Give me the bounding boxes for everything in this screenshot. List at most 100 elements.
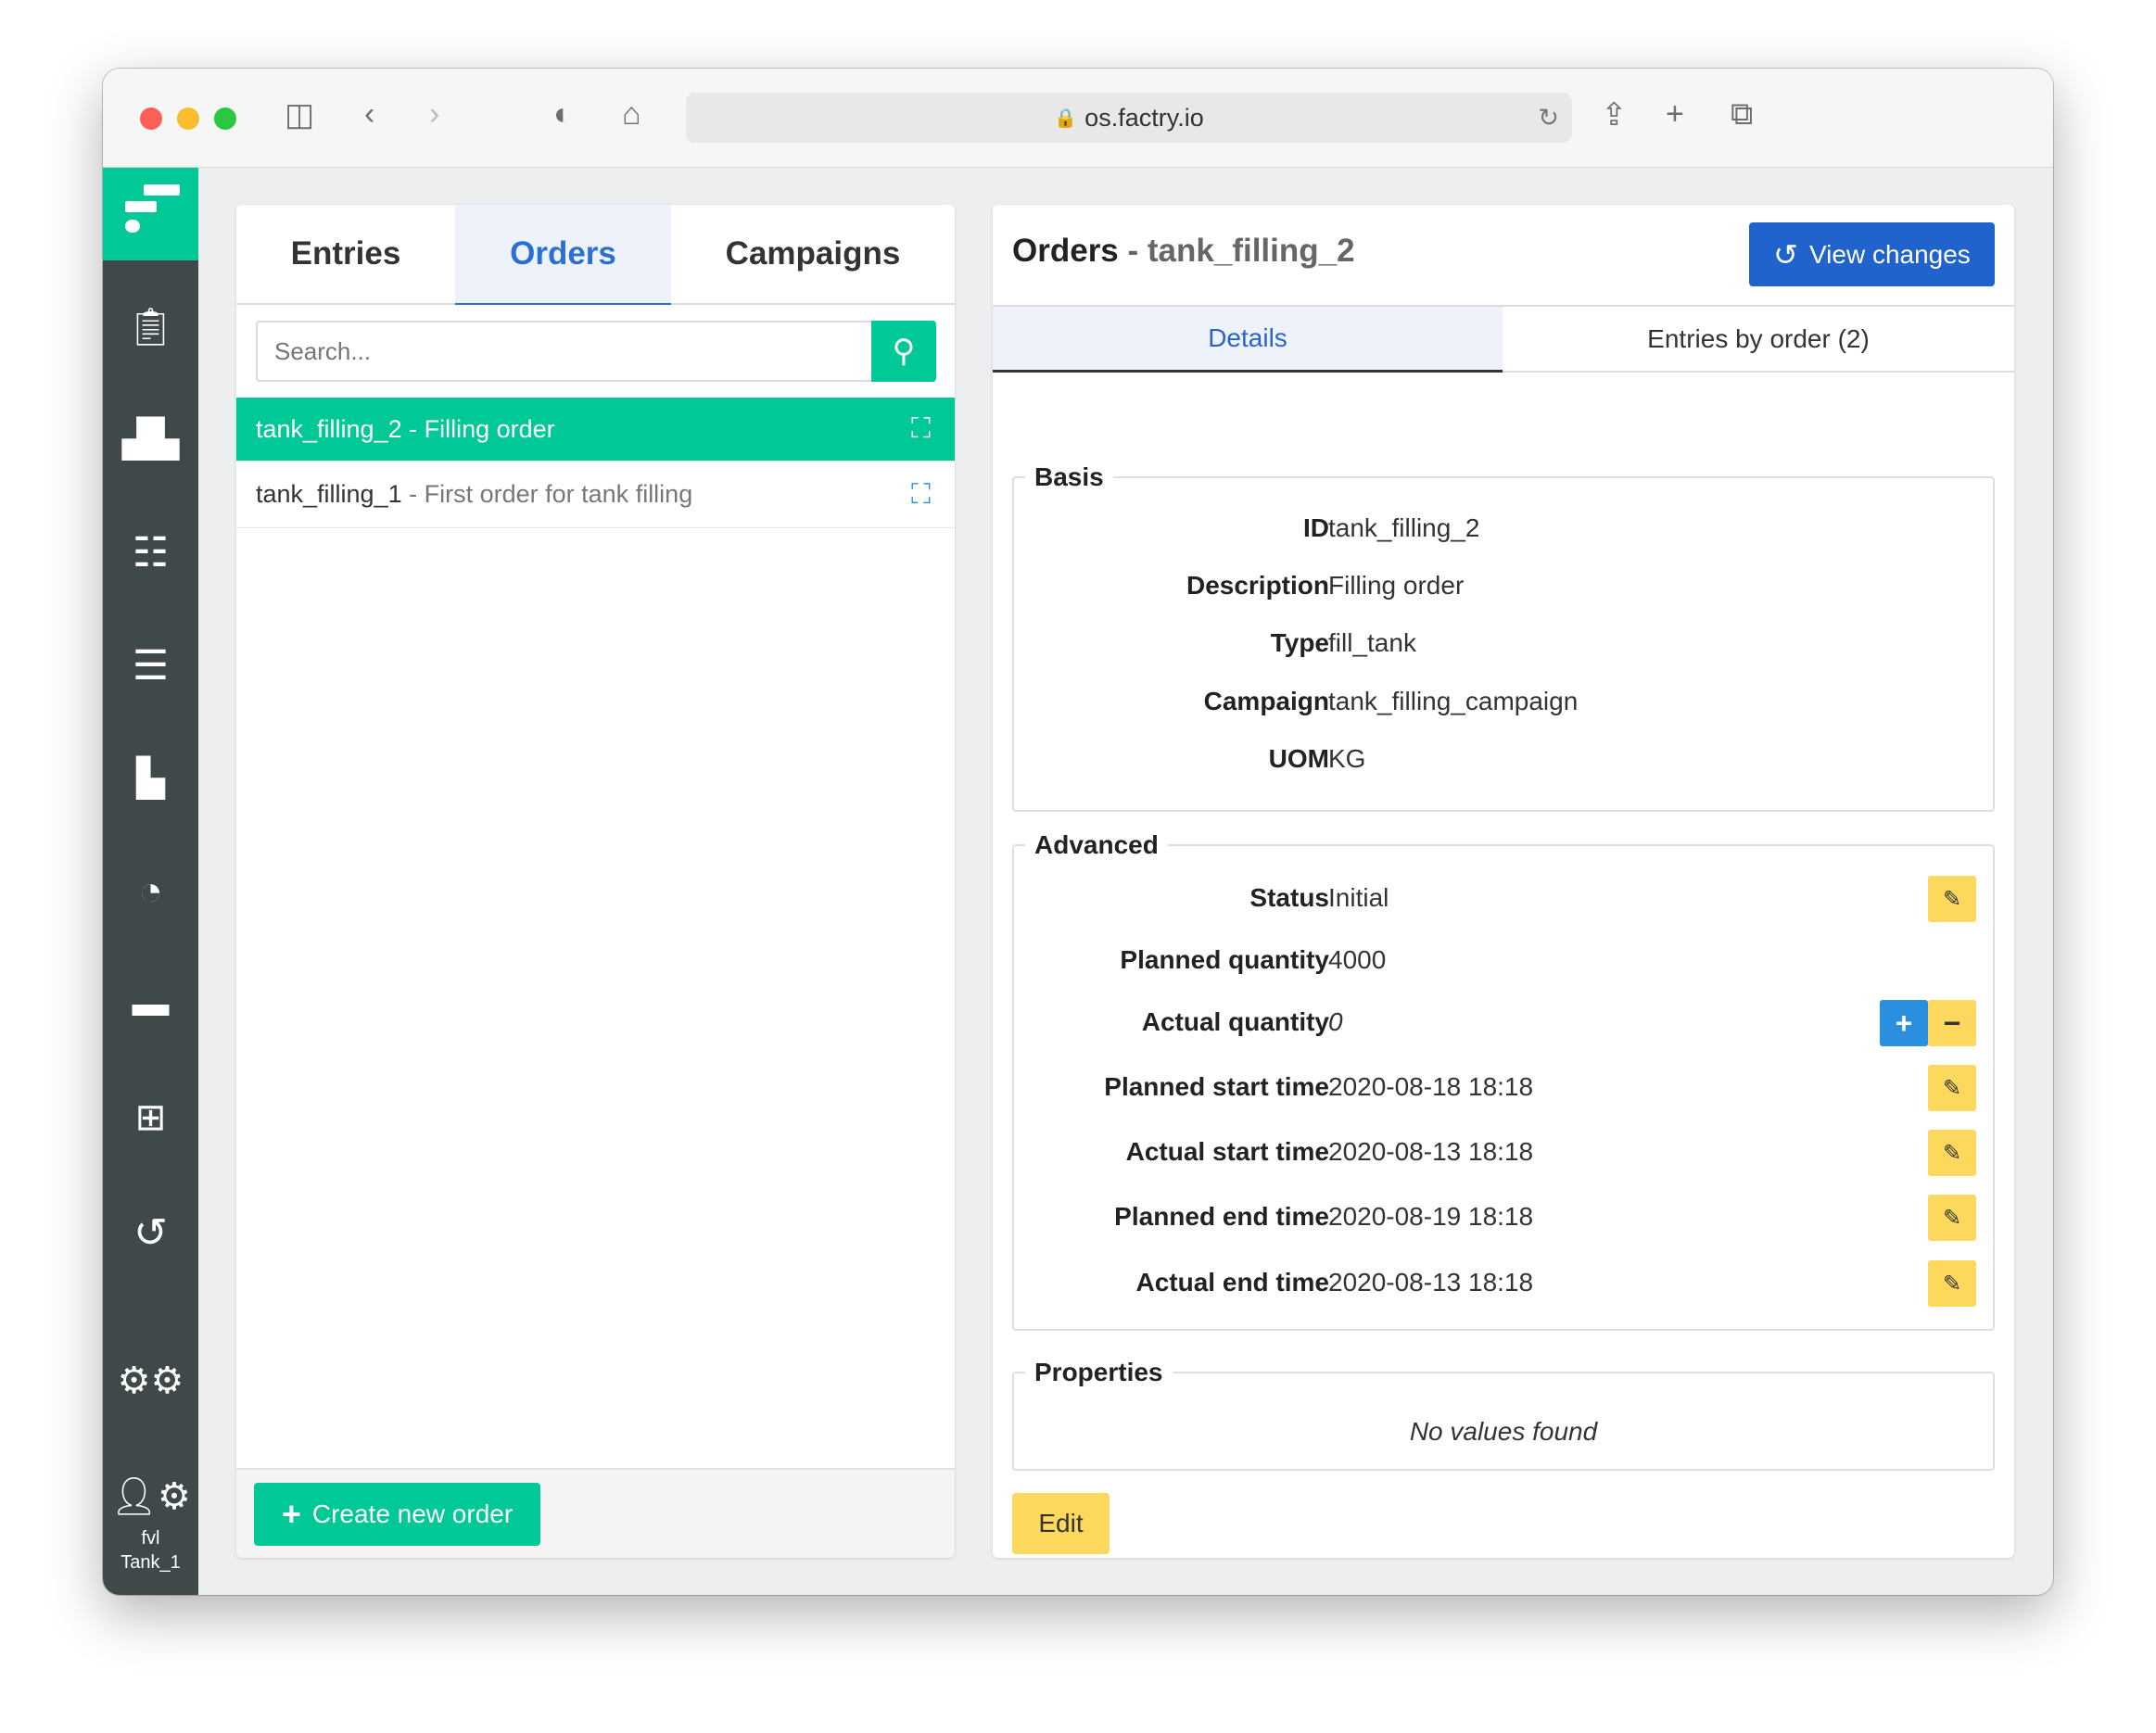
tab-orders[interactable]: Orders bbox=[455, 205, 671, 305]
search-icon: ⚲ bbox=[892, 334, 916, 369]
sidebar-toggle-icon[interactable]: ◫ bbox=[285, 97, 315, 133]
field-label: Type bbox=[1270, 628, 1329, 657]
title-order-id: tank_filling_2 bbox=[1147, 233, 1355, 269]
view-changes-button[interactable]: ↺ View changes bbox=[1749, 222, 1995, 286]
order-id: tank_filling_2 bbox=[256, 414, 402, 443]
boxes-icon[interactable]: ▟▙ bbox=[121, 419, 180, 460]
minimize-window-button[interactable] bbox=[177, 108, 199, 130]
separator: - bbox=[401, 480, 425, 508]
edit-icon: ✎ bbox=[1942, 1271, 1962, 1297]
expand-icon[interactable]: ⛶ bbox=[911, 413, 931, 444]
field-value: KG bbox=[1328, 744, 1366, 773]
increase-quantity-button[interactable]: + bbox=[1880, 1000, 1928, 1046]
edit-actual-start-button[interactable]: ✎ bbox=[1928, 1130, 1976, 1176]
close-window-button[interactable] bbox=[140, 108, 162, 130]
advanced-rows: Status Initial ✎ Planned quantity 4000 Act… bbox=[1012, 830, 1995, 1331]
order-list-item[interactable]: tank_filling_1 - First order for tank fi… bbox=[236, 462, 955, 528]
share-icon[interactable]: ⇪ bbox=[1601, 97, 1628, 133]
minus-icon: − bbox=[1943, 1006, 1961, 1040]
field-value: Initial bbox=[1328, 883, 1389, 912]
edit-status-button[interactable]: ✎ bbox=[1928, 876, 1976, 922]
edit-icon: ✎ bbox=[1942, 1140, 1962, 1166]
decrease-quantity-button[interactable]: − bbox=[1928, 1000, 1976, 1046]
edit-actual-end-button[interactable]: ✎ bbox=[1928, 1260, 1976, 1307]
advanced-section: Advanced bbox=[1012, 830, 1995, 1331]
calendar-icon[interactable]: ▬ bbox=[132, 983, 170, 1024]
tab-campaigns[interactable]: Campaigns bbox=[671, 205, 955, 305]
tab-details[interactable]: Details bbox=[993, 307, 1503, 373]
address-bar[interactable]: 🔒 os.factry.io ↻ bbox=[686, 93, 1572, 143]
history-icon: ↺ bbox=[1773, 237, 1798, 272]
field-value: 4000 bbox=[1328, 945, 1387, 974]
field-label: Planned start time bbox=[1104, 1072, 1329, 1101]
maximize-window-button[interactable] bbox=[214, 108, 236, 130]
tab-entries-by-order[interactable]: Entries by order (2) bbox=[1503, 307, 2014, 373]
plus-icon: + bbox=[1895, 1006, 1913, 1040]
basis-section: Basis bbox=[1012, 462, 1995, 812]
basis-legend: Basis bbox=[1034, 462, 1104, 491]
history-icon[interactable]: ↺ bbox=[133, 1210, 168, 1256]
lock-icon: 🔒 bbox=[1054, 108, 1078, 129]
clipboard-icon[interactable]: 📋︎ bbox=[127, 307, 174, 348]
reload-icon[interactable]: ↻ bbox=[1538, 103, 1559, 132]
table-list-icon[interactable]: ☷ bbox=[132, 530, 170, 576]
field-label: Actual quantity bbox=[1141, 1007, 1329, 1036]
create-new-order-button[interactable]: + Create new order bbox=[254, 1483, 540, 1546]
home-icon[interactable]: ⌂ bbox=[622, 96, 641, 132]
no-values-text: No values found bbox=[1409, 1417, 1598, 1446]
field-value: Filling order bbox=[1328, 571, 1465, 600]
edit-button[interactable]: Edit bbox=[1012, 1493, 1110, 1554]
field-label: UOM bbox=[1268, 744, 1329, 773]
back-icon[interactable]: ‹ bbox=[364, 96, 375, 132]
industry-icon[interactable]: ▙ bbox=[136, 758, 165, 799]
field-value: fill_tank bbox=[1328, 628, 1416, 657]
cogs-icon[interactable]: ⚙⚙ bbox=[117, 1360, 184, 1401]
title-separator: - bbox=[1118, 233, 1148, 269]
field-value: 2020-08-18 18:18 bbox=[1328, 1072, 1534, 1101]
calendar-plus-icon[interactable]: ⊞ bbox=[134, 1097, 167, 1138]
edit-planned-start-button[interactable]: ✎ bbox=[1928, 1065, 1976, 1111]
properties-legend: Properties bbox=[1034, 1358, 1163, 1386]
plus-icon: + bbox=[281, 1495, 301, 1533]
field-value: 0 bbox=[1328, 1007, 1343, 1036]
field-value: 2020-08-13 18:18 bbox=[1328, 1137, 1534, 1166]
browser-toolbar: ◫ ‹ › ◐ ⌂ 🔒 os.factry.io ↻ ⇪ + ⧉ bbox=[103, 69, 2053, 168]
user-name: fvl bbox=[141, 1528, 160, 1549]
forward-icon[interactable]: › bbox=[429, 96, 440, 132]
field-label: ID bbox=[1303, 513, 1329, 542]
tabs-overview-icon[interactable]: ⧉ bbox=[1731, 96, 1754, 132]
user-station: Tank_1 bbox=[120, 1552, 181, 1573]
list-icon[interactable]: ☰ bbox=[132, 643, 170, 689]
edit-icon: ✎ bbox=[1942, 1075, 1962, 1101]
view-changes-label: View changes bbox=[1808, 239, 1971, 269]
field-label: Planned end time bbox=[1114, 1202, 1329, 1231]
orders-list-panel: Entries Orders Campaigns ⚲ tank_filling_… bbox=[236, 205, 955, 1558]
field-label: Planned quantity bbox=[1120, 945, 1329, 974]
edit-icon: ✎ bbox=[1942, 1205, 1962, 1231]
page-title: Orders - tank_filling_2 bbox=[1012, 233, 1355, 270]
basis-rows: ID tank_filling_2 Description Filling orde… bbox=[1012, 462, 1995, 812]
expand-icon[interactable]: ⛶ bbox=[911, 478, 931, 510]
order-list-item[interactable]: tank_filling_2 - Filling order ⛶ bbox=[236, 398, 955, 462]
panel-footer: + Create new order bbox=[236, 1468, 955, 1558]
field-label: Description bbox=[1186, 571, 1329, 600]
field-value: tank_filling_2 bbox=[1328, 513, 1480, 542]
new-tab-icon[interactable]: + bbox=[1666, 96, 1684, 132]
factry-logo[interactable] bbox=[103, 168, 198, 260]
search-button[interactable]: ⚲ bbox=[871, 321, 936, 382]
sidebar: 📋︎ ▟▙ ☷ ☰ ▙ ◔ ▬ ⊞ ↺ ⚙⚙ 👤︎⚙ fvl Tank_1 bbox=[103, 168, 198, 1595]
field-value: 2020-08-19 18:18 bbox=[1328, 1202, 1534, 1231]
title-prefix: Orders bbox=[1012, 233, 1119, 269]
browser-window: ◫ ‹ › ◐ ⌂ 🔒 os.factry.io ↻ ⇪ + ⧉ 📋︎ ▟▙ ☷… bbox=[103, 69, 2053, 1595]
shield-icon[interactable]: ◐ bbox=[553, 96, 573, 132]
clock-icon[interactable]: ◔ bbox=[138, 868, 163, 914]
order-description: Filling order bbox=[424, 414, 555, 443]
tab-entries[interactable]: Entries bbox=[236, 205, 455, 305]
edit-planned-end-button[interactable]: ✎ bbox=[1928, 1195, 1976, 1241]
search-input[interactable] bbox=[256, 321, 873, 382]
properties-section: Properties bbox=[1012, 1358, 1995, 1471]
order-detail-panel: Orders - tank_filling_2 ↺ View changes De… bbox=[993, 205, 2014, 1558]
field-value: 2020-08-13 18:18 bbox=[1328, 1268, 1534, 1297]
user-cog-icon[interactable]: 👤︎⚙ bbox=[110, 1476, 191, 1517]
field-label: Campaign bbox=[1203, 687, 1329, 715]
